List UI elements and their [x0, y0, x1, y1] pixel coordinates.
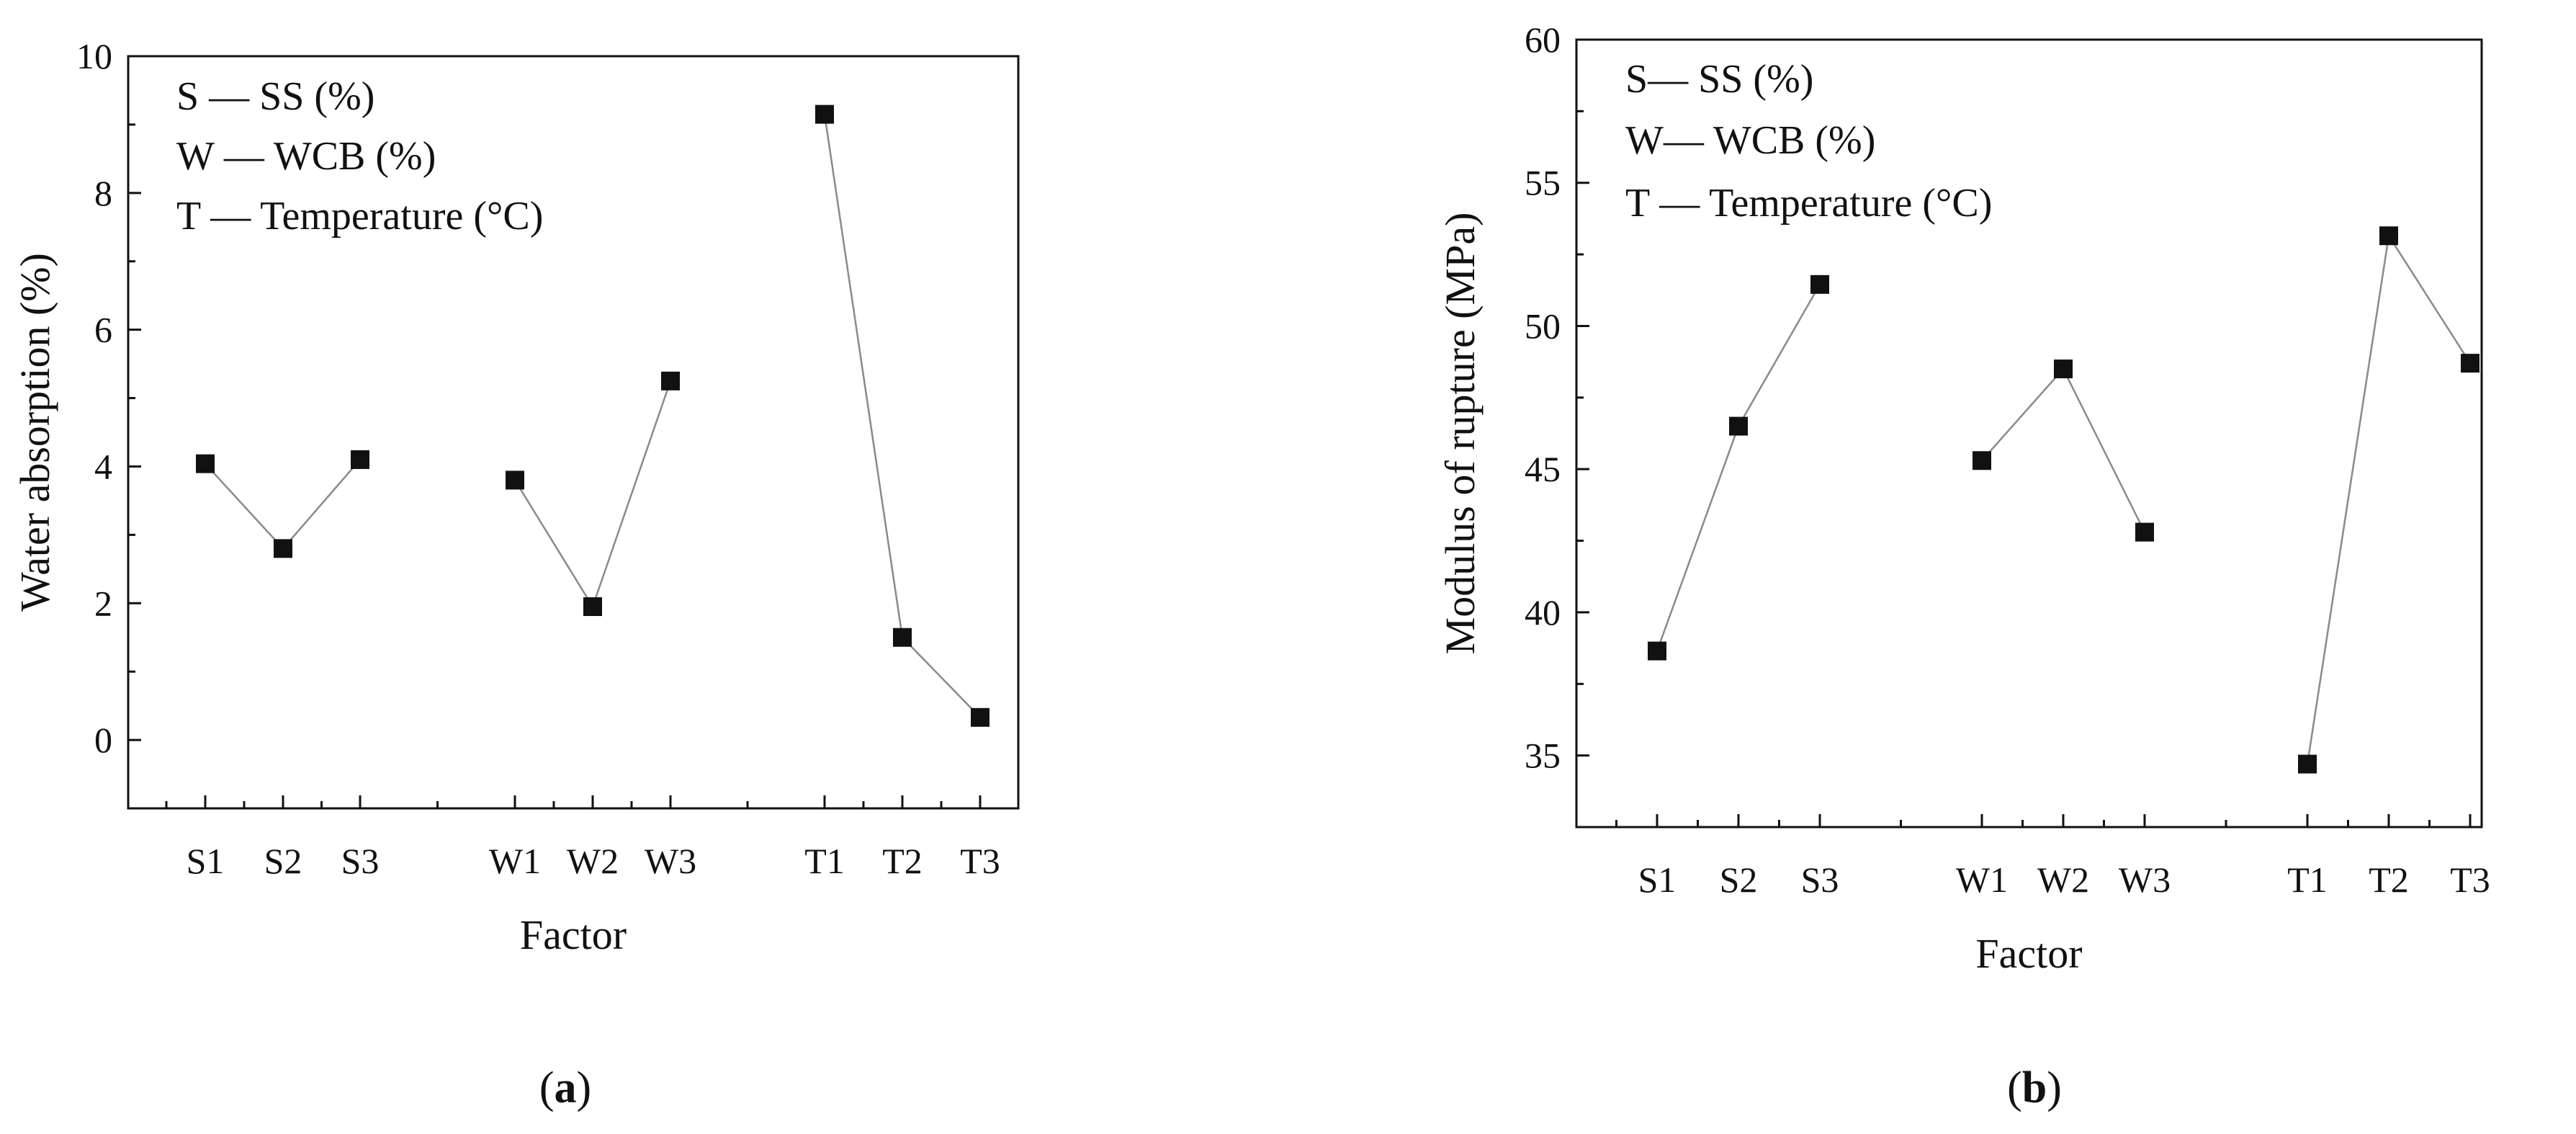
y-tick-label: 60 — [1525, 19, 1561, 60]
data-point-W2 — [2054, 360, 2073, 379]
legend-entry: S— SS (%) — [1625, 57, 1813, 102]
x-tick-label: T1 — [2287, 860, 2328, 900]
y-axis-label: Water absorption (%) — [12, 253, 58, 612]
y-tick-label: 40 — [1525, 592, 1561, 633]
data-point-T3 — [2461, 354, 2479, 373]
x-tick-label: T1 — [804, 841, 845, 881]
y-tick-label: 50 — [1525, 305, 1561, 346]
data-point-W3 — [2135, 522, 2154, 542]
x-tick-label: T3 — [960, 841, 1000, 881]
y-tick-label: 6 — [94, 310, 112, 350]
plot-frame — [1575, 38, 2483, 829]
x-tick-label: W3 — [2119, 860, 2171, 900]
y-tick-label: 10 — [76, 36, 112, 76]
y-tick-label: 45 — [1525, 449, 1561, 489]
data-point-W1 — [506, 470, 524, 490]
x-tick-label: S2 — [1720, 860, 1758, 900]
data-point-S3 — [1810, 274, 1829, 294]
x-tick-label: W1 — [489, 841, 541, 881]
x-tick-label: S1 — [187, 841, 225, 881]
y-tick-label: 4 — [94, 446, 112, 486]
y-tick-label: 55 — [1525, 163, 1561, 203]
series-line-S — [1656, 284, 1821, 651]
x-tick-label: T3 — [2450, 860, 2490, 900]
data-point-W1 — [1973, 451, 1991, 470]
data-point-T3 — [971, 707, 989, 727]
x-tick-label: S3 — [341, 841, 380, 881]
x-tick-label: S3 — [1801, 860, 1839, 900]
data-point-T1 — [815, 104, 834, 124]
x-tick-label: W3 — [645, 841, 696, 881]
series-line-T — [823, 114, 981, 718]
y-tick-label: 35 — [1525, 736, 1561, 776]
y-axis-label: Modulus of rupture (MPa) — [1437, 213, 1484, 655]
plot-frame — [127, 55, 1020, 810]
x-tick-label: S1 — [1638, 860, 1677, 900]
x-axis-label: Factor — [520, 911, 627, 958]
chart-panel-a: 0 2 4 6 8 10 S1 S2 S3 W1 W2 W3 T1 T2 T3 Factor Water abs… — [12, 36, 1020, 958]
x-tick-label: W2 — [2037, 860, 2089, 900]
series-line-T — [2306, 233, 2472, 764]
data-point-W3 — [661, 371, 680, 390]
data-point-S2 — [274, 539, 292, 558]
x-tick-label: W2 — [567, 841, 619, 881]
series-line-W — [1981, 367, 2146, 533]
legend-entry: T — Temperature (°C) — [1625, 181, 1992, 226]
series-line-S — [205, 459, 361, 550]
panel-label-letter: b — [2022, 1063, 2047, 1112]
x-tick-label: W1 — [1956, 860, 2008, 900]
legend-entry: W— WCB (%) — [1625, 118, 1875, 163]
panel-label-letter: a — [555, 1063, 577, 1112]
panel-label-close: ) — [577, 1063, 592, 1112]
data-point-S3 — [351, 450, 369, 469]
panel-label-open: ( — [2007, 1063, 2022, 1112]
data-point-T2 — [893, 628, 912, 647]
y-tick-label: 0 — [94, 720, 112, 760]
panel-label-close: ) — [2047, 1063, 2062, 1112]
legend-entry: W — WCB (%) — [176, 134, 436, 179]
data-point-S1 — [1648, 641, 1666, 661]
chart-panel-b: 35 40 45 50 55 60 S1 S2 S3 W1 W2 W3 T1 T2 T3 Factor Modu… — [1437, 19, 2490, 977]
data-point-T1 — [2298, 754, 2317, 774]
x-tick-label: T2 — [2369, 860, 2409, 900]
series-line-W — [513, 380, 672, 609]
legend-entry: S — SS (%) — [176, 74, 374, 119]
data-point-W2 — [583, 597, 602, 617]
data-point-T2 — [2379, 226, 2398, 246]
y-tick-label: 8 — [94, 173, 112, 213]
x-axis-label: Factor — [1975, 930, 2082, 977]
data-point-S2 — [1729, 416, 1748, 436]
x-tick-label: S2 — [264, 841, 302, 881]
panel-label-open: ( — [539, 1063, 555, 1112]
panel-label: (a) — [539, 1063, 591, 1112]
x-tick-label: T2 — [882, 841, 923, 881]
data-point-S1 — [196, 454, 215, 473]
y-tick-label: 2 — [94, 583, 112, 623]
panel-label: (b) — [2007, 1063, 2062, 1112]
legend-entry: T — Temperature (°C) — [176, 194, 543, 238]
